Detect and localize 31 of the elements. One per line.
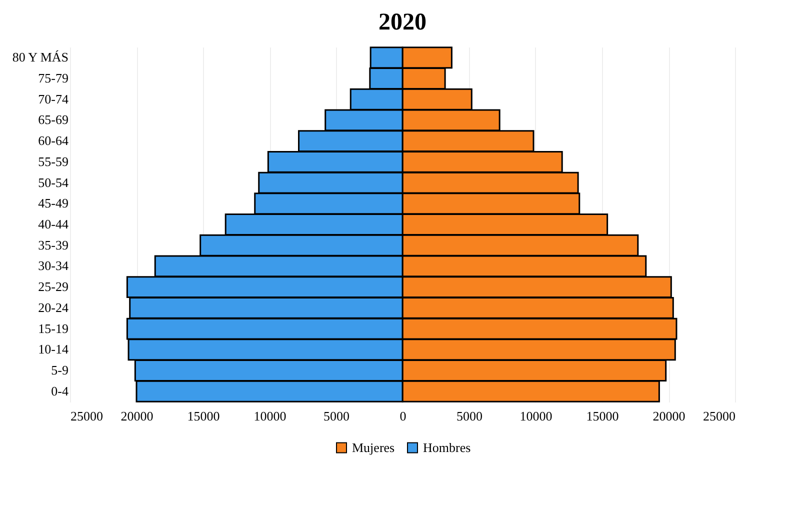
y-tick-label: 30-34 [38, 258, 69, 274]
legend-label: Mujeres [352, 440, 395, 455]
y-tick-label: 25-29 [38, 279, 68, 294]
y-tick-label: 45-49 [38, 196, 68, 211]
y-tick-label: 60-64 [38, 133, 69, 148]
x-tick-label: 15000 [187, 408, 220, 424]
y-tick-label: 65-69 [38, 112, 68, 128]
x-tick-label: 15000 [586, 408, 619, 424]
chart-title: 2020 [378, 10, 426, 36]
y-tick-label: 5-9 [51, 362, 68, 378]
y-tick-label: 35-39 [38, 237, 68, 252]
y-tick-label: 70-74 [38, 91, 69, 106]
x-tick-label: 20000 [120, 408, 154, 424]
x-tick-label: 25000 [70, 408, 103, 424]
x-tick-label: 25000 [703, 408, 736, 424]
y-tick-label: 50-54 [38, 174, 69, 190]
y-tick-label: 40-44 [38, 216, 69, 232]
y-tick-label: 0-4 [51, 383, 69, 398]
y-tick-label: 80 Y MÁS [12, 50, 68, 65]
x-tick-label: 5000 [324, 408, 350, 424]
y-tick-label: 20-24 [38, 300, 69, 315]
y-tick-label: 10-14 [38, 342, 69, 357]
x-tick-label: 20000 [652, 408, 686, 424]
y-tick-label: 75-79 [38, 70, 68, 86]
x-tick-label: 5000 [456, 408, 482, 424]
x-tick-label: 0 [400, 408, 406, 424]
legend-label: Hombres [423, 440, 471, 455]
y-tick-label: 15-19 [38, 320, 68, 336]
x-tick-label: 10000 [254, 408, 286, 424]
x-tick-label: 10000 [520, 408, 552, 424]
y-tick-label: 55-59 [38, 154, 68, 169]
